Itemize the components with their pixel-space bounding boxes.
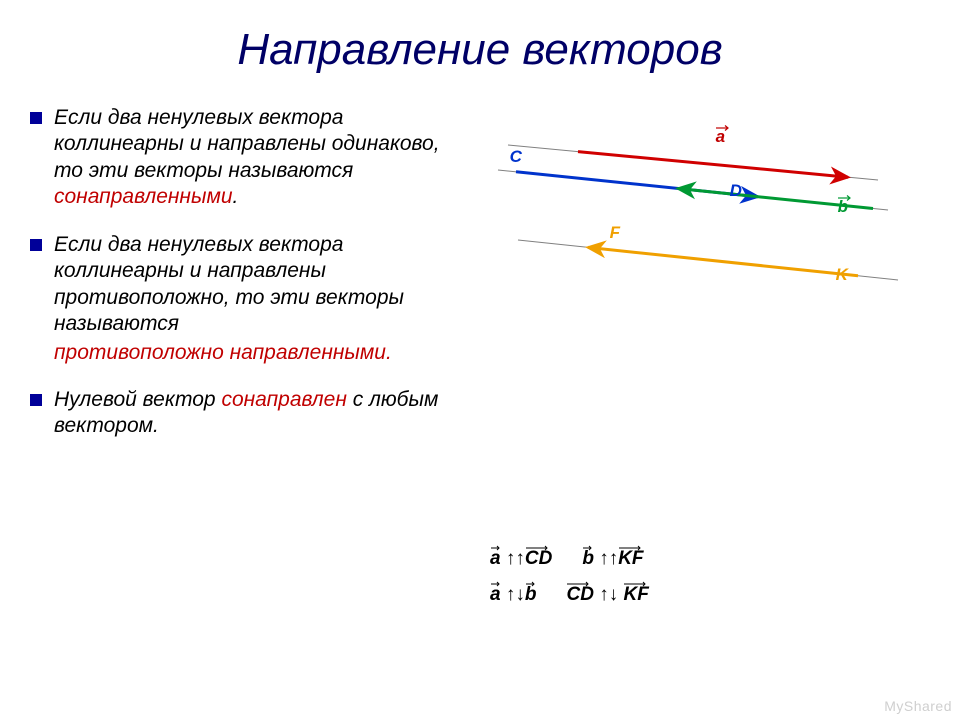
list-item: Если два ненулевых вектора коллинеарны и… (30, 232, 448, 337)
label-b: b (838, 197, 848, 217)
indented-text: противоположно направленными. (54, 341, 448, 365)
vector-diagram: a C D b F K (478, 105, 898, 305)
notation-item: CD ↑↓ KF (566, 584, 648, 606)
bullet-text-pre: Если два ненулевых вектора коллинеарны и… (54, 233, 404, 335)
notation-item: a ↑↑CD (490, 548, 552, 570)
bullet-icon (30, 112, 42, 124)
bullet-icon (30, 394, 42, 406)
page-title: Направление векторов (30, 25, 930, 75)
list-item: Если два ненулевых вектора коллинеарны и… (30, 105, 448, 210)
bullet-text-pre: Нулевой вектор (54, 388, 221, 411)
notation-block: a ↑↑CD b ↑↑KF a ↑↓b CD ↑↓ KF (490, 548, 649, 620)
label-D: D (730, 181, 742, 201)
bullet-text-red: сонаправленными (54, 185, 233, 208)
list-item: Нулевой вектор сонаправлен с любым векто… (30, 387, 448, 440)
bullet-text-post: . (233, 185, 239, 208)
label-C: C (510, 147, 522, 167)
label-a: a (716, 127, 725, 147)
label-K: K (836, 265, 848, 285)
watermark: MyShared (884, 698, 952, 714)
bullet-text-red: сонаправлен (221, 388, 346, 411)
label-F: F (610, 223, 620, 243)
bullet-icon (30, 239, 42, 251)
bullet-text-pre: Если два ненулевых вектора коллинеарны и… (54, 106, 440, 182)
notation-item: a ↑↓b (490, 584, 536, 606)
notation-item: b ↑↑KF (582, 548, 643, 570)
bullet-list: Если два ненулевых вектора коллинеарны и… (30, 105, 448, 462)
